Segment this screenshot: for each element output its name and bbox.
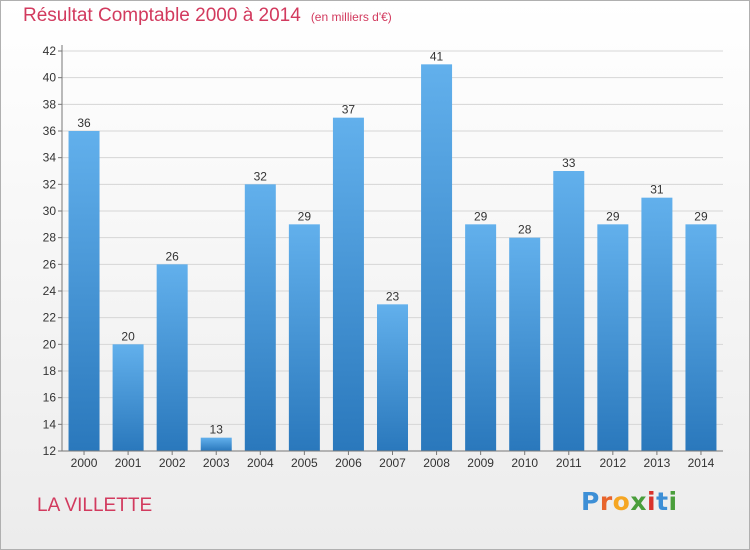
x-tick-label: 2006: [335, 456, 362, 470]
bar-2011: [553, 171, 585, 451]
data-label-2003: 13: [210, 423, 224, 437]
bar-2000: [68, 131, 100, 451]
y-tick-label: 12: [43, 444, 57, 458]
data-labels: 36 20 26 13 32 29 37 23 41 29 28 33 29 31 29: [77, 49, 708, 436]
x-tick-label: 2003: [203, 456, 230, 470]
data-label-2004: 32: [254, 169, 268, 183]
y-tick-label: 22: [43, 311, 57, 325]
chart-title-block: Résultat Comptable 2000 à 2014 (en millie…: [23, 5, 392, 27]
bar-2013: [641, 197, 673, 451]
y-tick-label: 20: [43, 337, 57, 351]
y-tick-label: 42: [43, 44, 57, 58]
y-tick-label: 34: [43, 151, 57, 165]
y-tick-label: 24: [43, 284, 57, 298]
chart-subtitle: (en milliers d'€): [310, 10, 392, 24]
data-label-2009: 29: [474, 209, 488, 223]
x-tick-label: 2013: [644, 456, 671, 470]
data-label-2013: 31: [650, 183, 664, 197]
chart-title: Résultat Comptable 2000 à 2014: [23, 5, 301, 26]
bar-2005: [288, 224, 320, 451]
axes: [61, 45, 723, 452]
x-tick-label: 2014: [688, 456, 715, 470]
y-tick-label: 40: [43, 71, 57, 85]
data-label-2000: 36: [77, 116, 91, 130]
y-tick-label: 32: [43, 177, 57, 191]
y-tick-label: 38: [43, 97, 57, 111]
proxiti-logo: Proxiti: [581, 487, 678, 516]
x-tick-label: 2011: [556, 456, 582, 470]
bars: [68, 64, 717, 452]
y-tick-label: 18: [43, 364, 57, 378]
x-tick-label: 2004: [247, 456, 274, 470]
x-tick-label: 2008: [423, 456, 450, 470]
bar-2008: [421, 64, 453, 452]
x-tick-label: 2012: [599, 456, 626, 470]
logo-letter: r: [599, 487, 613, 516]
y-tick-label: 16: [43, 391, 57, 405]
y-tick-label: 14: [43, 417, 57, 431]
bar-2004: [244, 184, 276, 452]
data-label-2010: 28: [518, 223, 532, 237]
x-tick-label: 2000: [71, 456, 98, 470]
logo-letter: x: [630, 487, 647, 516]
x-tick-label: 2001: [115, 456, 142, 470]
bar-2010: [509, 237, 541, 451]
y-tick-label: 36: [43, 124, 57, 138]
x-tick-label: 2009: [467, 456, 494, 470]
bar-2003: [200, 437, 232, 451]
x-axis-ticks: 2000 2001 2002 2003 2004 2005 2006 2007 2008 2009…: [71, 451, 715, 470]
y-axis-ticks: 12 14 16 18 20 22 24 26 28 30 32 34 36 38 40 42: [43, 44, 62, 458]
data-label-2007: 23: [386, 289, 400, 303]
data-label-2008: 41: [430, 49, 444, 63]
y-tick-label: 28: [43, 231, 57, 245]
logo-letter: i: [647, 487, 657, 516]
x-tick-label: 2005: [291, 456, 318, 470]
x-tick-label: 2010: [511, 456, 538, 470]
bar-2002: [156, 264, 188, 451]
data-label-2014: 29: [694, 209, 708, 223]
data-label-2012: 29: [606, 209, 620, 223]
y-tick-label: 26: [43, 257, 57, 271]
y-tick-label: 30: [43, 204, 57, 218]
commune-name: LA VILLETTE: [37, 495, 153, 516]
bar-2007: [377, 304, 408, 451]
bar-2014: [685, 224, 717, 451]
logo-letter: P: [581, 487, 600, 516]
data-label-2006: 37: [342, 103, 356, 117]
x-tick-label: 2002: [159, 456, 186, 470]
bar-2001: [112, 344, 144, 451]
data-label-2005: 29: [298, 209, 312, 223]
logo-letter: o: [612, 487, 631, 516]
bar-2009: [465, 224, 497, 451]
x-tick-label: 2007: [379, 456, 406, 470]
bar-2006: [332, 117, 364, 452]
data-label-2002: 26: [165, 249, 179, 263]
bar-2012: [597, 224, 629, 451]
data-label-2001: 20: [121, 329, 135, 343]
logo-letter: t: [656, 487, 669, 516]
data-label-2011: 33: [562, 156, 576, 170]
logo-letter: i: [668, 487, 678, 516]
